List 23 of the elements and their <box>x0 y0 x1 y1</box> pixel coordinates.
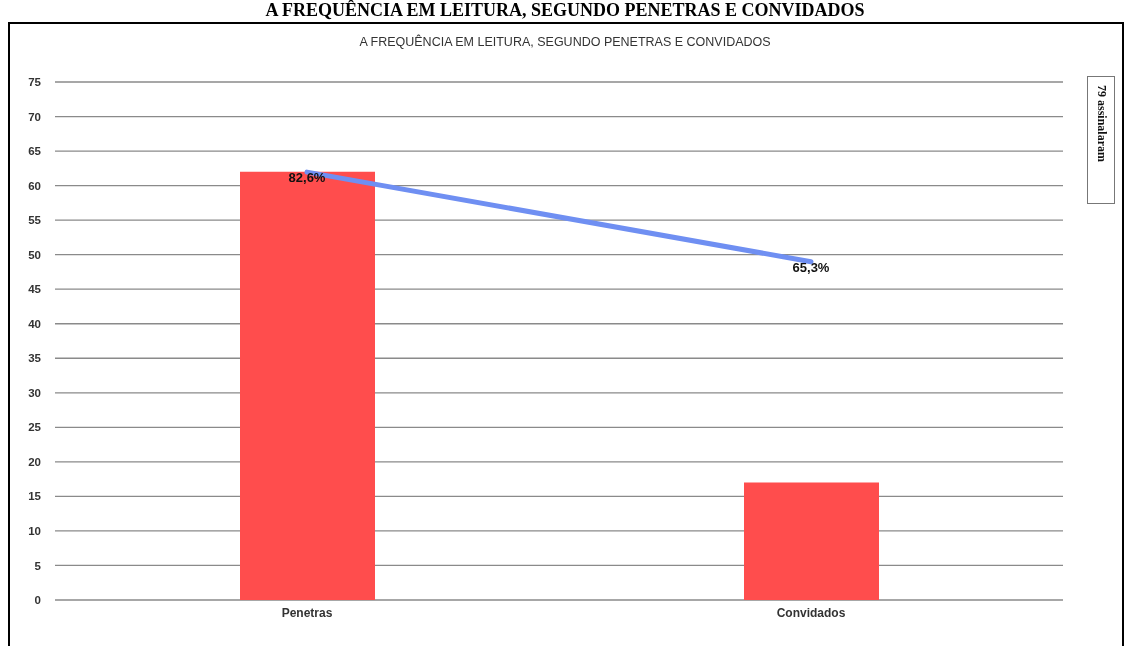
chart-title: A FREQUÊNCIA EM LEITURA, SEGUNDO PENETRAS E CONVIDADOS <box>358 34 772 50</box>
y-tick-label: 65 <box>28 145 42 158</box>
data-label: 82,6% <box>288 169 326 185</box>
x-tick-label: Convidados <box>776 605 846 620</box>
y-tick-label: 50 <box>28 248 41 261</box>
y-tick-label: 10 <box>28 525 41 538</box>
y-tick-label: 45 <box>28 283 42 296</box>
y-tick-label: 0 <box>34 594 41 607</box>
y-tick-label: 35 <box>28 352 42 365</box>
y-tick-label: 30 <box>28 386 41 399</box>
text: A FREQUÊNCIA EM LEITURA, SEGUNDO PENETRAS E CONVIDADOS <box>264 0 866 20</box>
y-tick-label: 55 <box>28 214 42 227</box>
text: 79 assinalaram <box>1087 76 1115 204</box>
y-tick-label: 5 <box>34 559 42 572</box>
y-tick-label: 25 <box>28 421 42 434</box>
y-tick-label: 70 <box>28 110 41 123</box>
x-tick-label: Penetras <box>281 605 333 620</box>
y-tick-label: 20 <box>28 455 41 468</box>
y-tick-label: 40 <box>28 317 41 330</box>
data-label: 65,3% <box>792 259 830 275</box>
y-tick-label: 75 <box>28 76 42 89</box>
y-tick-label: 15 <box>28 490 42 503</box>
y-tick-label: 60 <box>28 179 41 192</box>
